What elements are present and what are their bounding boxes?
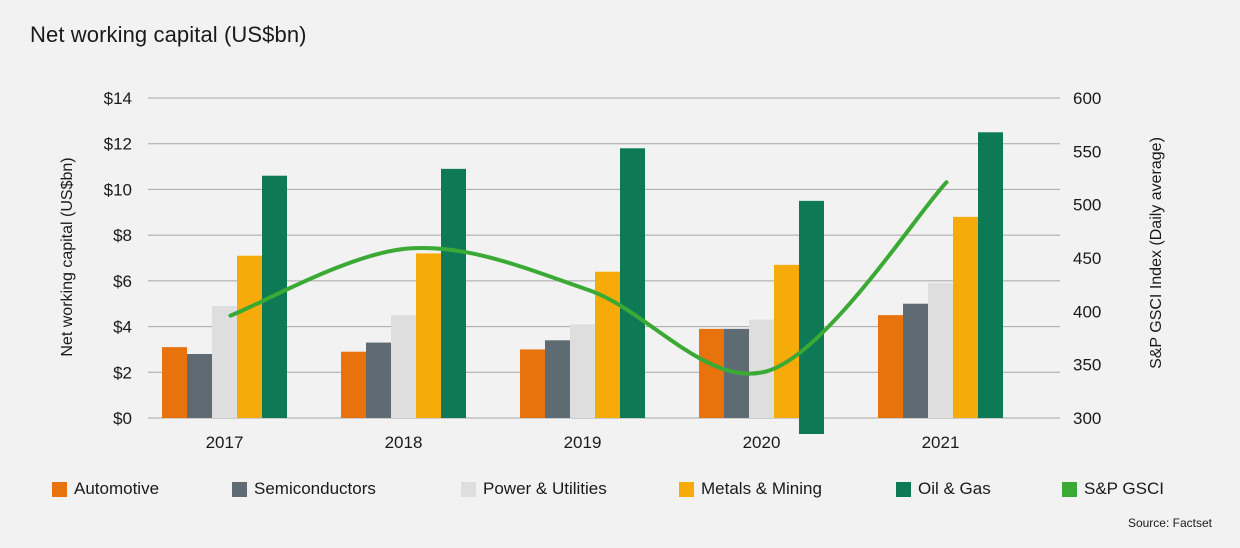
bar-group [162, 132, 1003, 434]
bar-oil-gas-2018 [441, 169, 466, 418]
bar-power-utilities-2018 [391, 315, 416, 418]
legend-label: Automotive [74, 479, 159, 499]
legend-label: Power & Utilities [483, 479, 607, 499]
bar-automotive-2021 [878, 315, 903, 418]
legend-label: Metals & Mining [701, 479, 822, 499]
x-tick-label: 2019 [564, 433, 602, 452]
legend-swatch [1062, 482, 1077, 497]
bar-semiconductors-2021 [903, 304, 928, 418]
bar-automotive-2018 [341, 352, 366, 418]
bar-semiconductors-2017 [187, 354, 212, 418]
bar-metals-mining-2017 [237, 256, 262, 418]
legend-swatch [461, 482, 476, 497]
y-tick-label: $6 [113, 272, 132, 291]
y-tick-label: $10 [104, 180, 132, 199]
y-axis-title: Net working capital (US$bn) [59, 157, 76, 356]
bar-power-utilities-2021 [928, 283, 953, 418]
bar-semiconductors-2019 [545, 340, 570, 418]
bar-power-utilities-2017 [212, 306, 237, 418]
y2-axis-title: S&P GSCI Index (Daily average) [1148, 137, 1165, 369]
legend-label: S&P GSCI [1084, 479, 1164, 499]
y2-tick-label: 400 [1073, 302, 1101, 321]
x-tick-label: 2021 [922, 433, 960, 452]
bar-automotive-2020 [699, 329, 724, 418]
x-axis-ticks: 2017 2018 2019 2020 2021 [206, 433, 960, 452]
legend-item-s-p-gsci: S&P GSCI [1062, 479, 1164, 499]
legend-item-semiconductors: Semiconductors [232, 479, 376, 499]
legend-swatch [232, 482, 247, 497]
x-tick-label: 2018 [385, 433, 423, 452]
chart-legend: Automotive Semiconductors Power & Utilitie… [0, 479, 1240, 503]
y2-tick-label: 350 [1073, 356, 1101, 375]
legend-swatch [896, 482, 911, 497]
legend-item-power-utilities: Power & Utilities [461, 479, 607, 499]
chart-plot: $0 $2 $4 $6 $8 $10 $12 $14 300 350 400 450 500 550 60… [0, 0, 1240, 470]
bar-oil-gas-2021 [978, 132, 1003, 418]
bar-oil-gas-2020 [799, 201, 824, 434]
bar-automotive-2019 [520, 349, 545, 418]
y-axis-ticks: $0 $2 $4 $6 $8 $10 $12 $14 [104, 89, 132, 428]
y-tick-label: $2 [113, 363, 132, 382]
y2-tick-label: 550 [1073, 142, 1101, 161]
legend-item-metals-mining: Metals & Mining [679, 479, 822, 499]
y-tick-label: $4 [113, 318, 132, 337]
x-tick-label: 2017 [206, 433, 244, 452]
x-tick-label: 2020 [743, 433, 781, 452]
y-tick-label: $12 [104, 135, 132, 154]
legend-item-oil-gas: Oil & Gas [896, 479, 991, 499]
legend-swatch [52, 482, 67, 497]
bar-power-utilities-2019 [570, 324, 595, 418]
bar-oil-gas-2019 [620, 148, 645, 418]
y-tick-label: $8 [113, 226, 132, 245]
y2-tick-label: 600 [1073, 89, 1101, 108]
legend-label: Oil & Gas [918, 479, 991, 499]
legend-item-automotive: Automotive [52, 479, 159, 499]
y-tick-label: $0 [113, 409, 132, 428]
bar-metals-mining-2018 [416, 253, 441, 418]
legend-swatch [679, 482, 694, 497]
y2-tick-label: 500 [1073, 196, 1101, 215]
y-tick-label: $14 [104, 89, 132, 108]
y2-axis-ticks: 300 350 400 450 500 550 600 [1073, 89, 1101, 428]
legend-label: Semiconductors [254, 479, 376, 499]
y2-tick-label: 300 [1073, 409, 1101, 428]
source-note: Source: Factset [1128, 516, 1212, 530]
y2-tick-label: 450 [1073, 249, 1101, 268]
bar-metals-mining-2020 [774, 265, 799, 418]
bar-metals-mining-2021 [953, 217, 978, 418]
bar-automotive-2017 [162, 347, 187, 418]
bar-semiconductors-2018 [366, 343, 391, 418]
